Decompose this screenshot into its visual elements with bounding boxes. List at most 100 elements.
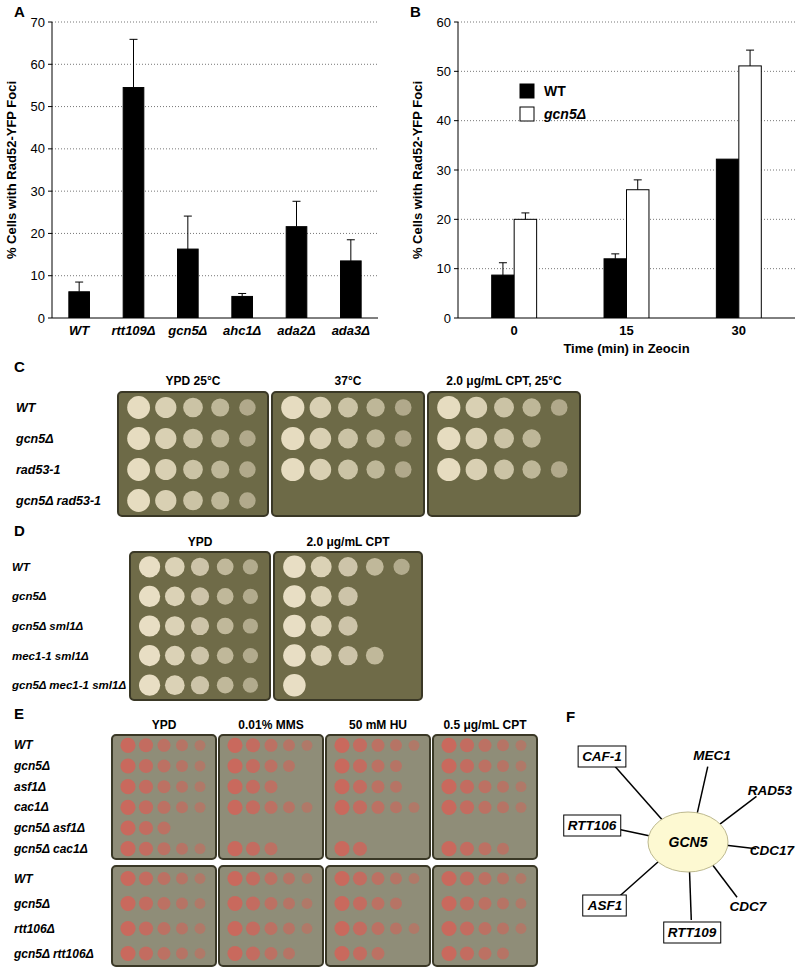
plate	[112, 735, 216, 859]
tick-mark	[454, 22, 458, 23]
growth-row	[441, 800, 526, 815]
colony-spot	[497, 801, 509, 813]
center-label: GCN5	[669, 834, 708, 850]
condition-label: 37°C	[335, 374, 362, 388]
colony-spot	[334, 921, 349, 936]
panel-label: D	[14, 522, 25, 539]
panel-label: B	[410, 3, 421, 20]
legend-swatch	[520, 84, 534, 98]
growth-row	[120, 921, 205, 936]
node-box	[578, 746, 626, 767]
category-label: ada3Δ	[332, 323, 371, 338]
colony-spot	[120, 738, 135, 753]
tick-mark	[48, 22, 52, 23]
growth-row	[283, 644, 384, 667]
colony-spot	[157, 922, 170, 935]
colony-spot	[283, 556, 306, 579]
growth-row	[127, 489, 255, 512]
error-bar	[611, 254, 619, 259]
colony-spot	[157, 842, 170, 855]
category-label: rtt109Δ	[111, 323, 155, 338]
tick-mark	[48, 191, 52, 192]
colony-spot	[217, 618, 234, 635]
colony-spot	[497, 739, 509, 751]
colony-spot	[217, 677, 234, 694]
colony-spot	[338, 460, 358, 480]
growth-row	[441, 896, 526, 911]
colony-spot	[195, 898, 206, 909]
edge	[613, 764, 666, 825]
panel-label: C	[14, 358, 25, 375]
bar	[123, 88, 144, 318]
growth-row	[283, 674, 306, 697]
colony-spot	[522, 460, 540, 478]
node-box	[583, 895, 627, 916]
colony-spot	[334, 841, 349, 856]
colony-spot	[353, 871, 367, 885]
colony-spot	[264, 780, 277, 793]
colony-spot	[264, 872, 277, 885]
growth-row	[283, 615, 358, 638]
colony-spot	[460, 871, 474, 885]
plate	[219, 866, 323, 966]
plate	[130, 552, 270, 700]
y-axis-label: % Cells with Rad52-YFP Foci	[4, 81, 19, 259]
growth-row	[334, 800, 419, 815]
tick-mark	[48, 148, 52, 149]
panel-label: A	[14, 3, 25, 20]
tick-label: 0	[444, 311, 451, 326]
colony-spot	[246, 896, 260, 910]
colony-spot	[437, 458, 460, 481]
colony-spot	[176, 843, 188, 855]
colony-spot	[366, 460, 384, 478]
category-label: 0	[511, 323, 518, 338]
colony-spot	[120, 800, 135, 815]
colony-spot	[437, 396, 460, 419]
colony-spot	[371, 780, 384, 793]
colony-spot	[227, 896, 242, 911]
condition-label: YPD 25°C	[166, 374, 221, 388]
colony-spot	[243, 648, 258, 663]
colony-spot	[211, 460, 229, 478]
category-label: WT	[69, 323, 90, 338]
colony-spot	[264, 947, 277, 960]
plate	[274, 552, 422, 700]
error-bar	[634, 180, 642, 190]
colony-spot	[371, 759, 384, 772]
growth-row	[120, 946, 205, 961]
colony-spot	[441, 871, 456, 886]
colony-spot	[227, 758, 242, 773]
grid-line	[52, 64, 378, 65]
colony-spot	[390, 760, 402, 772]
colony-spot	[353, 946, 367, 960]
growth-row	[120, 800, 205, 815]
growth-row	[227, 800, 312, 815]
colony-spot	[227, 738, 242, 753]
colony-spot	[371, 739, 384, 752]
plate	[326, 735, 430, 859]
growth-row	[139, 556, 258, 577]
colony-spot	[460, 759, 474, 773]
colony-spot	[283, 948, 295, 960]
colony-spot	[157, 759, 170, 772]
colony-spot	[310, 397, 332, 419]
colony-spot	[217, 558, 234, 575]
strain-label: gcn5Δ	[15, 432, 54, 446]
colony-spot	[243, 618, 258, 633]
colony-spot	[334, 738, 349, 753]
colony-spot	[494, 460, 514, 480]
growth-row	[120, 820, 170, 835]
colony-spot	[239, 399, 255, 415]
colony-spot	[176, 760, 188, 772]
tick-mark	[454, 318, 458, 319]
node-label: RTT106	[568, 818, 617, 833]
plate	[219, 735, 323, 859]
colony-spot	[310, 428, 332, 450]
colony-spot	[155, 490, 176, 511]
node-box	[564, 815, 621, 836]
colony-spot	[139, 645, 160, 666]
colony-spot	[165, 646, 185, 666]
x-axis-label: Time (min) in Zeocin	[563, 341, 689, 356]
colony-spot	[243, 589, 258, 604]
colony-spot	[409, 923, 420, 934]
